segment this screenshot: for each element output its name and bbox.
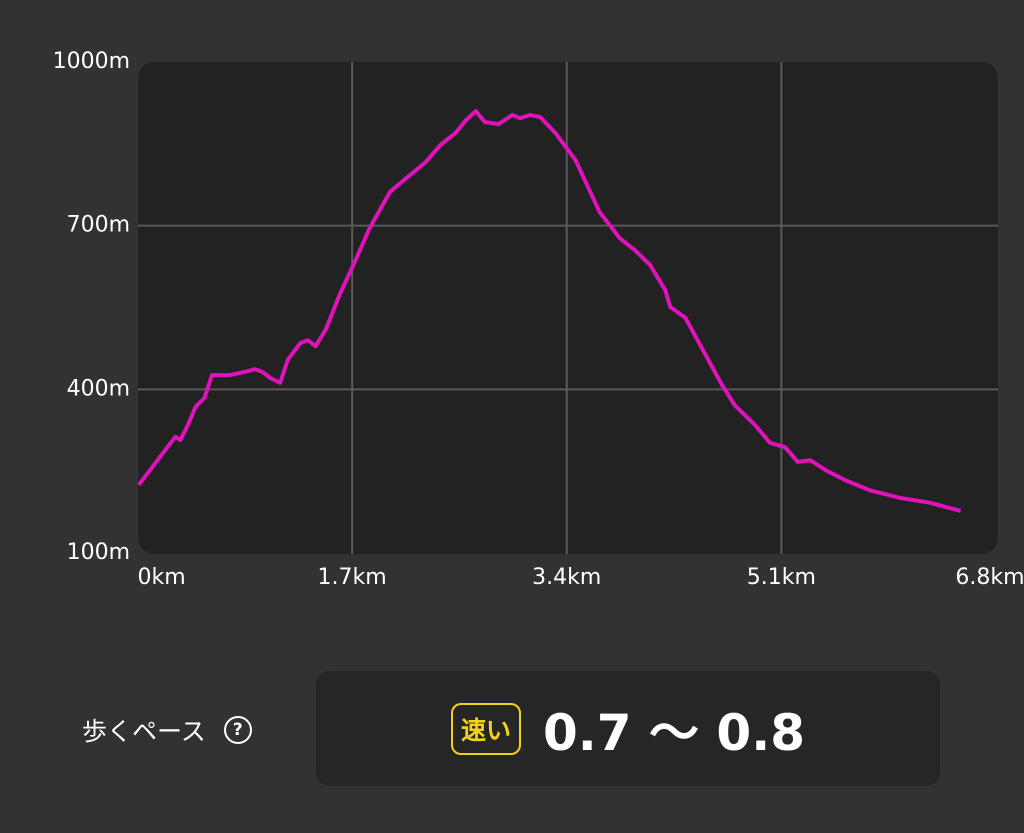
y-tick-label: 100m xyxy=(67,540,130,565)
chart: 100m 400m 700m 1000m 0km 1.7km 3.4km 5.1km 6.8km xyxy=(53,49,1024,590)
y-tick-label: 700m xyxy=(67,213,130,238)
x-tick-label: 1.7km xyxy=(318,565,387,590)
x-tick-label: 0km xyxy=(138,565,186,590)
pace-box: 速い 0.7 〜 0.8 xyxy=(316,671,940,786)
x-tick-label: 6.8km xyxy=(955,565,1024,590)
y-tick-label: 400m xyxy=(67,376,130,401)
x-tick-label: 5.1km xyxy=(747,565,816,590)
plot-area xyxy=(138,62,998,554)
elevation-line xyxy=(137,109,962,513)
pace-value: 0.7 〜 0.8 xyxy=(543,703,805,762)
pace-label: 歩くペース xyxy=(82,717,206,746)
help-button[interactable]: ? xyxy=(223,716,252,744)
y-tick-label: 1000m xyxy=(53,49,130,74)
pace-badge: 速い xyxy=(451,702,522,755)
pace-row: 歩くペース ? xyxy=(82,712,252,748)
x-tick-label: 3.4km xyxy=(532,565,601,590)
